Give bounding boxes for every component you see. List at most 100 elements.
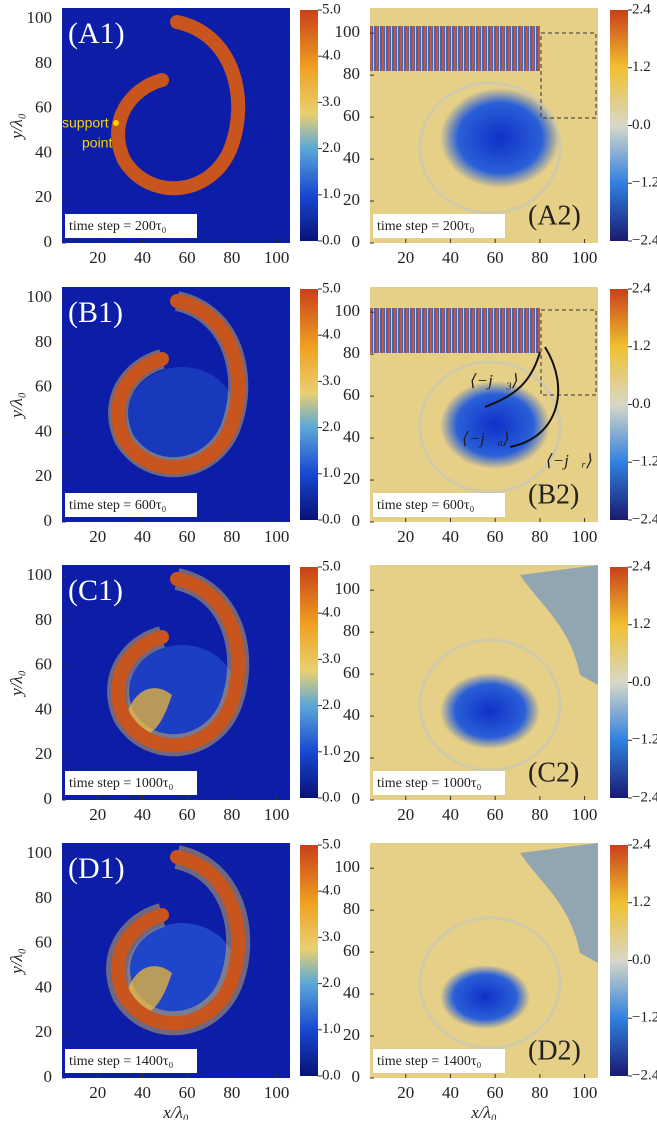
x-tick-label: 60 [179,527,196,546]
y-tick-label: 0 [352,511,361,530]
y-axis-label: y/λ₀ [7,113,26,141]
current-label: ⟨−j⃗ᵣ⟩ [546,451,593,470]
panel-label: (A2) [528,200,581,231]
spiral-target [111,15,246,196]
laser-stripes [370,26,540,71]
y-tick-label: 20 [343,469,360,488]
y-tick-label: 80 [35,332,52,351]
y-tick-label: 100 [27,565,53,584]
density-panel: (D1) time step = 1400τ₀ [62,843,290,1078]
colorbar-tick-label: 2.4 [632,280,651,296]
colorbar [610,845,628,1076]
colorbar-tick-label: 3.0 [322,651,341,667]
spiral-target [111,294,246,475]
density-panel: (A1) time step = 200τ₀ support point [62,8,290,243]
colorbar-tick-label: 3.0 [322,929,341,945]
y-tick-label: 40 [343,705,360,724]
x-axis-label: x/λ₀ [470,1103,497,1120]
y-tick-label: 0 [352,789,361,808]
current-panel: time step = 1000τ₀ (C2) [370,565,598,800]
row: (B1)time step = 600τ₀ time step = 600τ₀ (B… [7,280,657,545]
colorbar-tick-label: −2.4 [632,232,657,248]
x-tick-label: 60 [487,527,504,546]
colorbar-tick-label: 0.0 [632,396,651,412]
return-current [440,673,540,749]
x-tick-label: 40 [442,248,459,267]
y-tick-label: 40 [35,142,52,161]
y-tick-label: 60 [343,663,360,682]
colorbar-tick-label: 5.0 [322,836,341,852]
colorbar-tick-label: −1.2 [632,454,657,470]
y-tick-label: 40 [35,977,52,996]
x-tick-label: 40 [442,527,459,546]
x-tick-label: 20 [89,527,106,546]
annotation: support [62,115,109,131]
y-tick-label: 40 [35,421,52,440]
time-step: time step = 200τ₀ [377,219,474,234]
y-tick-label: 20 [343,747,360,766]
colorbar-tick-label: 4.0 [322,48,341,64]
y-tick-label: 20 [35,744,52,763]
colorbar-tick-label: 1.0 [322,465,341,481]
x-tick-label: 80 [531,527,548,546]
panel-label: (C2) [528,757,579,788]
colorbar-tick-label: 2.0 [322,975,341,991]
current-label: ⟨−j⃗ₐ⟩ [462,429,510,448]
x-tick-label: 80 [531,805,548,824]
current-arrow [484,351,541,408]
colorbar [610,567,628,798]
x-tick-label: 100 [572,1083,598,1102]
colorbar-tick-label: 0.0 [322,1067,341,1083]
y-tick-label: 100 [27,843,53,862]
colorbar-tick-label: 2.4 [632,836,651,852]
y-tick-label: 0 [44,511,53,530]
annotation: point [82,135,112,151]
x-tick-label: 80 [531,248,548,267]
colorbar-tick-label: 0.0 [322,511,341,527]
y-tick-label: 20 [343,1025,360,1044]
x-tick-label: 60 [487,1083,504,1102]
y-tick-label: 40 [343,983,360,1002]
current-panel: time step = 200τ₀ (A2) [370,8,598,243]
x-tick-label: 80 [223,1083,240,1102]
x-tick-label: 20 [397,805,414,824]
y-tick-label: 20 [35,1022,52,1041]
current-panel: time step = 1400τ₀ (D2) [370,843,598,1078]
y-tick-label: 0 [352,1067,361,1086]
spiral-trace [418,916,562,1050]
y-tick-label: 60 [343,941,360,960]
colorbar-tick-label: −1.2 [632,1010,657,1026]
y-tick-label: 60 [343,385,360,404]
colorbar-tick-label: 0.0 [322,789,341,805]
y-tick-label: 0 [352,232,361,251]
colorbar-tick-label: 1.0 [322,743,341,759]
y-tick-label: 60 [35,655,52,674]
colorbar-tick-label: 0.0 [322,232,341,248]
x-tick-label: 60 [179,248,196,267]
panel-label: (C1) [68,574,123,607]
x-tick-label: 80 [223,805,240,824]
x-tick-label: 100 [572,527,598,546]
y-tick-label: 80 [343,343,360,362]
spiral-target [111,572,246,753]
y-tick-label: 80 [35,888,52,907]
y-tick-label: 0 [44,1067,53,1086]
x-tick-label: 20 [89,1083,106,1102]
time-step: time step = 1000τ₀ [69,776,173,791]
panel-label: (B2) [528,479,579,510]
y-tick-label: 0 [44,232,53,251]
y-tick-label: 60 [35,98,52,117]
return-current [440,88,560,188]
colorbar-tick-label: 2.0 [322,419,341,435]
colorbar [300,845,318,1076]
colorbar-tick-label: 0.0 [632,952,651,968]
y-tick-label: 100 [335,22,361,41]
row: (A1) time step = 200τ₀ support point time st… [7,1,657,266]
colorbar-tick-label: 0.0 [632,117,651,133]
panel-label: (D1) [68,852,125,885]
x-tick-label: 20 [89,805,106,824]
current-label: ⟨−j⃗₃⟩ [470,371,519,390]
y-tick-label: 100 [335,301,361,320]
colorbar [300,289,318,520]
x-tick-label: 100 [264,805,290,824]
